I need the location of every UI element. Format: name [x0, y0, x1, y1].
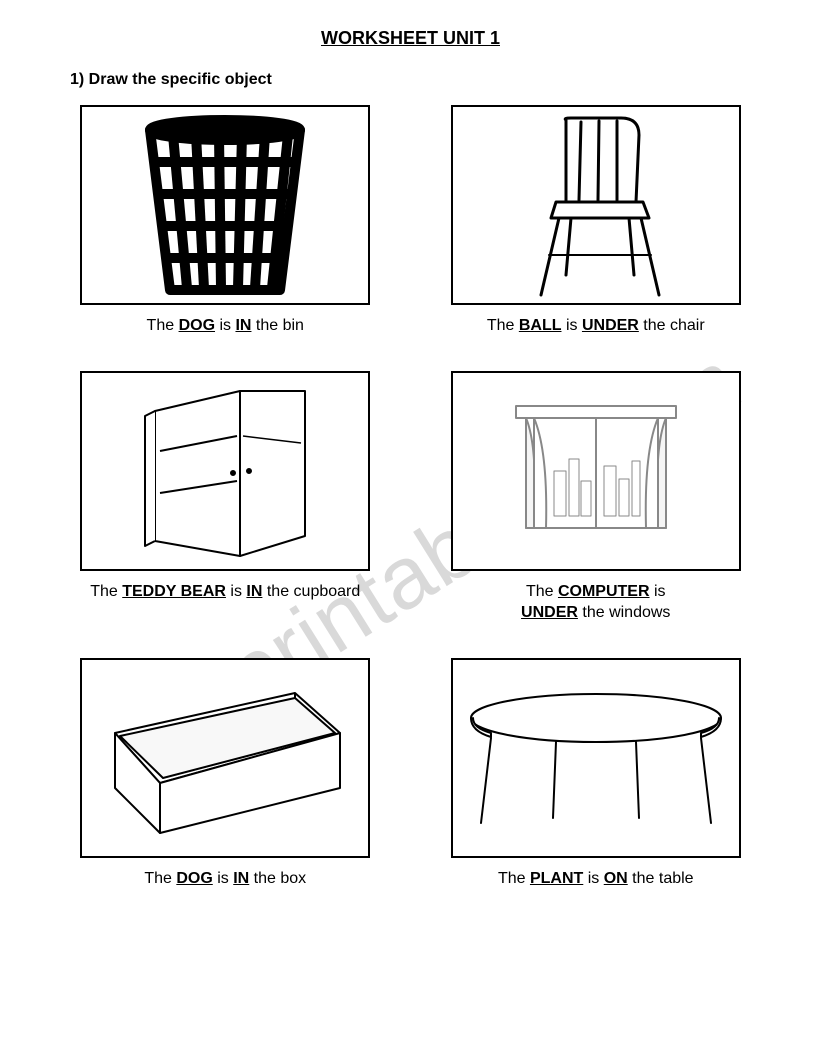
bin-icon — [135, 110, 315, 300]
caption-prefix: The — [487, 317, 519, 334]
caption-mid: is — [562, 317, 582, 334]
caption: The TEDDY BEAR is IN the cupboard — [90, 581, 360, 603]
caption-suffix: the windows — [578, 604, 671, 621]
caption-object: PLANT — [530, 870, 583, 887]
caption-object: DOG — [179, 317, 215, 334]
caption: The DOG is IN the box — [144, 868, 306, 890]
caption-prep: IN — [235, 317, 251, 334]
caption-suffix: the table — [628, 870, 694, 887]
cupboard-icon — [125, 381, 325, 561]
box-icon — [95, 673, 355, 843]
image-box — [80, 658, 370, 858]
worksheet-grid: The DOG is IN the bin — [70, 105, 751, 889]
instruction-text: 1) Draw the specific object — [70, 71, 751, 89]
caption-prep: ON — [604, 870, 628, 887]
cell-box: The DOG is IN the box — [70, 658, 381, 890]
caption-prefix: The — [144, 870, 176, 887]
caption-prep: IN — [246, 583, 262, 600]
caption: The BALL is UNDER the chair — [487, 315, 705, 337]
caption-object: BALL — [519, 317, 562, 334]
caption-mid: is — [215, 317, 235, 334]
caption: The DOG is IN the bin — [147, 315, 304, 337]
cell-window: The COMPUTER is UNDER the windows — [441, 371, 752, 624]
worksheet-content: WORKSHEET UNIT 1 1) Draw the specific ob… — [70, 28, 751, 889]
caption-prep: IN — [233, 870, 249, 887]
page-title: WORKSHEET UNIT 1 — [70, 28, 751, 49]
caption: The PLANT is ON the table — [498, 868, 694, 890]
caption-object: DOG — [176, 870, 212, 887]
caption-prefix: The — [526, 583, 558, 600]
caption-suffix: the chair — [639, 317, 705, 334]
table-icon — [461, 683, 731, 833]
caption-mid: is — [583, 870, 603, 887]
image-box — [451, 105, 741, 305]
image-box — [80, 371, 370, 571]
caption-object: TEDDY BEAR — [122, 583, 226, 600]
cell-bin: The DOG is IN the bin — [70, 105, 381, 337]
image-box — [80, 105, 370, 305]
caption-suffix: the bin — [251, 317, 303, 334]
caption-mid: is — [213, 870, 233, 887]
caption-object: COMPUTER — [558, 583, 650, 600]
caption-mid: is — [226, 583, 246, 600]
caption-suffix: the box — [249, 870, 306, 887]
caption-prefix: The — [498, 870, 530, 887]
image-box — [451, 658, 741, 858]
caption-prefix: The — [90, 583, 122, 600]
caption-prep: UNDER — [521, 604, 578, 621]
caption-suffix: the cupboard — [262, 583, 360, 600]
cell-chair: The BALL is UNDER the chair — [441, 105, 752, 337]
caption-prep: UNDER — [582, 317, 639, 334]
cell-table: The PLANT is ON the table — [441, 658, 752, 890]
cell-cupboard: The TEDDY BEAR is IN the cupboard — [70, 371, 381, 624]
image-box — [451, 371, 741, 571]
caption-mid: is — [650, 583, 666, 600]
caption-prefix: The — [147, 317, 179, 334]
caption: The COMPUTER is UNDER the windows — [521, 581, 670, 624]
window-icon — [496, 391, 696, 551]
chair-icon — [511, 110, 681, 300]
